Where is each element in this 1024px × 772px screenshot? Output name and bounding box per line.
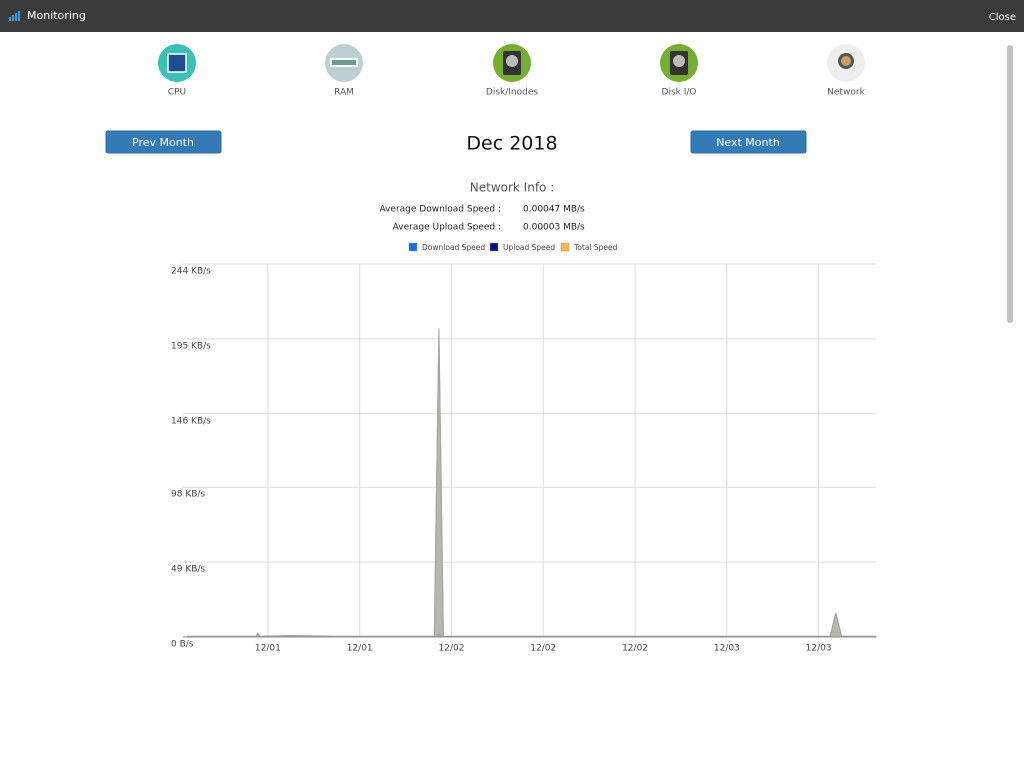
tab-label[interactable]: Disk I/O bbox=[662, 88, 697, 98]
info-title: Network Info : bbox=[470, 181, 555, 195]
y-tick-label: 49 KB/s bbox=[171, 565, 205, 575]
next-button-label[interactable]: Next Month bbox=[716, 136, 780, 149]
info-label: Average Upload Speed : bbox=[393, 223, 501, 233]
tab-label[interactable]: Disk/Inodes bbox=[486, 88, 538, 98]
tab-label[interactable]: RAM bbox=[334, 88, 354, 98]
x-tick-label: 12/03 bbox=[714, 644, 740, 654]
prev-button-label[interactable]: Prev Month bbox=[132, 136, 194, 149]
tab-icon[interactable] bbox=[158, 44, 196, 82]
info-value: 0.00003 MB/s bbox=[523, 223, 585, 233]
x-tick-label: 12/02 bbox=[439, 644, 465, 654]
window-title: Monitoring bbox=[27, 9, 86, 22]
legend-swatch bbox=[560, 242, 570, 252]
x-tick-label: 12/02 bbox=[622, 644, 648, 654]
app-icon bbox=[9, 11, 20, 21]
x-tick-label: 12/01 bbox=[255, 644, 281, 654]
prev-button[interactable] bbox=[105, 130, 222, 154]
y-tick-label: 98 KB/s bbox=[171, 490, 205, 500]
info-label: Average Download Speed : bbox=[379, 205, 501, 215]
area bbox=[187, 331, 877, 638]
area bbox=[187, 328, 877, 638]
tab-label[interactable]: CPU bbox=[168, 88, 186, 98]
close-button[interactable]: Close bbox=[989, 12, 1016, 23]
tab-label[interactable]: Network bbox=[827, 88, 865, 98]
legend-label: Download Speed bbox=[422, 243, 485, 252]
legend-swatch bbox=[408, 242, 418, 252]
x-tick-label: 12/01 bbox=[347, 644, 373, 654]
scrollbar[interactable] bbox=[1007, 45, 1013, 323]
info-value: 0.00047 MB/s bbox=[523, 205, 585, 215]
chart: Download Speed Upload Speed Total Speed 0 B… bbox=[171, 242, 877, 654]
tab-icon[interactable] bbox=[660, 44, 698, 82]
next-button[interactable] bbox=[690, 130, 807, 154]
legend-label: Total Speed bbox=[573, 243, 618, 252]
tab-icon[interactable] bbox=[827, 44, 865, 82]
y-tick-label: 195 KB/s bbox=[171, 341, 211, 351]
legend-swatch bbox=[489, 242, 499, 252]
tab-icon[interactable] bbox=[493, 44, 531, 82]
y-tick-label: 146 KB/s bbox=[171, 416, 211, 426]
y-tick-label: 244 KB/s bbox=[171, 267, 211, 277]
month-label: Dec 2018 bbox=[466, 133, 557, 155]
x-tick-label: 12/03 bbox=[806, 644, 832, 654]
legend-label: Upload Speed bbox=[503, 243, 555, 252]
title-bar bbox=[0, 0, 1024, 32]
tab-icon[interactable] bbox=[325, 44, 363, 82]
y-tick-label: 0 B/s bbox=[171, 640, 194, 650]
x-tick-label: 12/02 bbox=[530, 644, 556, 654]
